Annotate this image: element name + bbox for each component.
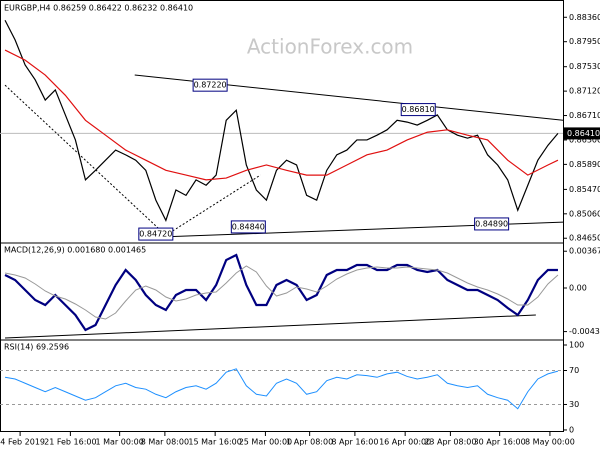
x-tick-label: 25 Mar 00:00 — [239, 438, 292, 447]
price-label: 0.87220 — [194, 81, 227, 90]
plot-frame — [0, 0, 564, 432]
price-label: 0.84840 — [232, 222, 265, 231]
y-tick-label: -0.004359 — [569, 327, 600, 336]
series-line — [4, 19, 559, 222]
price-label-box — [192, 78, 228, 92]
y-tick-label: 0.86300 — [569, 135, 600, 144]
y-tick-label: 0.00 — [569, 284, 587, 293]
y-tick-label: 0.84650 — [569, 234, 600, 243]
y-tick-label: 0.85890 — [569, 160, 600, 169]
price-label-box — [138, 227, 174, 241]
x-tick-label: 8 May 00:00 — [525, 438, 575, 447]
y-tick-label: 0 — [569, 425, 574, 434]
y-tick-label: 100 — [569, 341, 584, 350]
x-tick-label: 21 Feb 16:00 — [44, 438, 96, 447]
x-tick-label: 14 Feb 2019 — [0, 438, 45, 447]
price-label-box — [230, 220, 266, 234]
y-tick-label: 0.85060 — [569, 209, 600, 218]
y-tick-label: 70 — [569, 366, 579, 375]
pane-title: MACD(12,26,9) 0.001680 0.001465 — [4, 246, 146, 255]
y-tick-label: 30 — [569, 400, 579, 409]
y-tick-label: 0.88360 — [569, 13, 600, 22]
x-tick-label: 1 Mar 00:00 — [95, 438, 143, 447]
y-tick-label: 0.87120 — [569, 87, 600, 96]
price-label: 0.84890 — [475, 219, 508, 228]
y-tick-label: 0.87950 — [569, 37, 600, 46]
last-price-tag — [564, 127, 600, 140]
trendline — [165, 174, 261, 236]
x-tick-label: 30 Apr 16:00 — [474, 438, 526, 447]
y-tick-label: 0.87530 — [569, 62, 600, 71]
series-line — [4, 265, 559, 320]
watermark: ActionForex.com — [247, 35, 413, 59]
price-label-box — [474, 217, 510, 231]
x-tick-label: 15 Mar 16:00 — [188, 438, 241, 447]
x-tick-label: 8 Mar 08:00 — [141, 438, 189, 447]
x-tick-label: 16 Apr 00:00 — [379, 438, 431, 447]
trendline — [4, 84, 167, 236]
trendline — [5, 314, 536, 339]
y-tick-label: 0.003678 — [569, 247, 600, 256]
x-tick-label: 8 Apr 16:00 — [331, 438, 378, 447]
x-tick-label: 23 Apr 08:00 — [424, 438, 476, 447]
series-line — [4, 253, 558, 332]
series-line — [4, 49, 559, 181]
price-label: 0.86810 — [402, 105, 435, 114]
y-tick-label: 0.85470 — [569, 185, 600, 194]
x-tick-label: 1 Apr 08:00 — [286, 438, 333, 447]
price-label: 0.84720 — [139, 230, 172, 239]
series-line — [4, 368, 559, 410]
price-label-box — [400, 103, 436, 117]
chart-title: EURGBP,H4 0.86259 0.86422 0.86232 0.8641… — [4, 4, 193, 13]
last-price-label: 0.86410 — [567, 129, 600, 138]
y-tick-label: 0.86710 — [569, 111, 600, 120]
pane-title: RSI(14) 69.2596 — [4, 343, 69, 352]
